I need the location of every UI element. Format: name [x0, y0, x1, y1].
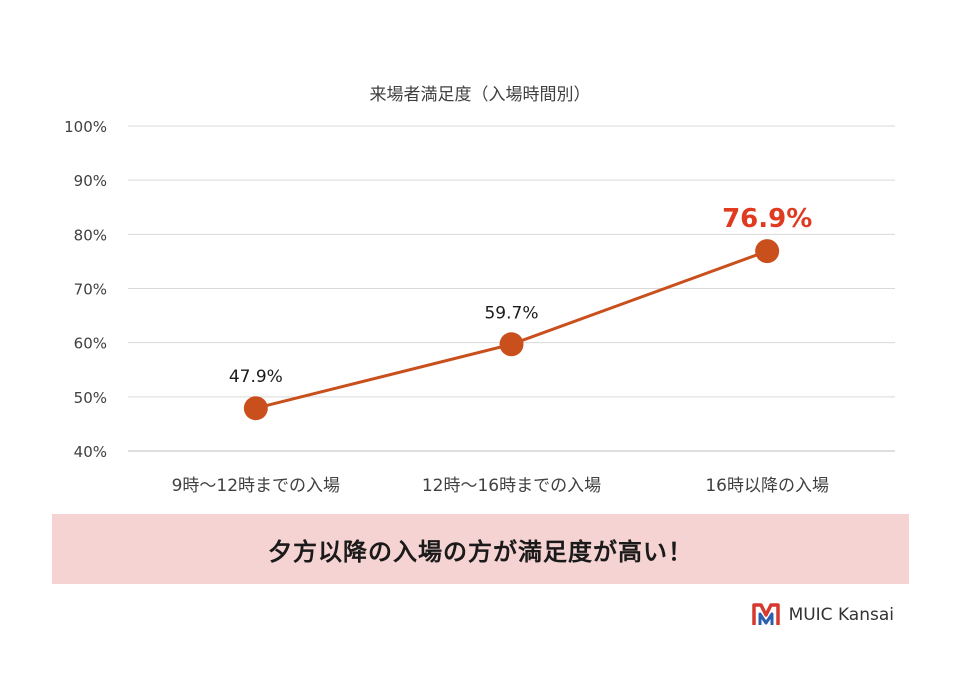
x-tick-label: 9時～12時までの入場 — [172, 476, 340, 496]
series-layer: 47.9% 59.7% 76.9% — [229, 204, 812, 421]
grid-layer — [128, 125, 895, 452]
series-line — [255, 249, 768, 410]
y-tick-label: 90% — [74, 172, 107, 190]
chart-title: 来場者満足度（入場時間別） — [370, 85, 591, 105]
y-tick-label: 60% — [74, 335, 107, 353]
data-point — [243, 396, 268, 421]
conclusion-text: 夕方以降の入場の方が満足度が高い！ — [268, 537, 693, 566]
y-axis-ticks: 40% 50% 60% 70% 80% 90% 100% — [64, 118, 107, 461]
brand-logo-area: MUIC Kansai — [750, 602, 894, 628]
y-tick-label: 100% — [64, 118, 107, 136]
line-chart: 来場者満足度（入場時間別） 40% 50% 60% 70% 80% 90% 100% 9時～… — [64, 85, 895, 496]
x-tick-label: 16時以降の入場 — [705, 476, 829, 496]
data-point — [755, 239, 780, 264]
data-label: 47.9% — [229, 367, 283, 387]
data-label: 59.7% — [484, 303, 538, 323]
y-tick-label: 50% — [74, 389, 107, 407]
brand-name: MUIC Kansai — [788, 605, 894, 625]
conclusion-banner: 夕方以降の入場の方が満足度が高い！ — [52, 514, 909, 584]
y-tick-label: 70% — [74, 281, 107, 299]
y-tick-label: 80% — [74, 226, 107, 244]
muic-logo-icon — [750, 602, 781, 628]
x-tick-label: 12時～16時までの入場 — [422, 476, 601, 496]
x-axis-ticks: 9時～12時までの入場 12時～16時までの入場 16時以降の入場 — [172, 476, 829, 496]
data-point — [499, 332, 524, 357]
y-tick-label: 40% — [74, 443, 107, 461]
data-label: 76.9% — [722, 204, 812, 234]
